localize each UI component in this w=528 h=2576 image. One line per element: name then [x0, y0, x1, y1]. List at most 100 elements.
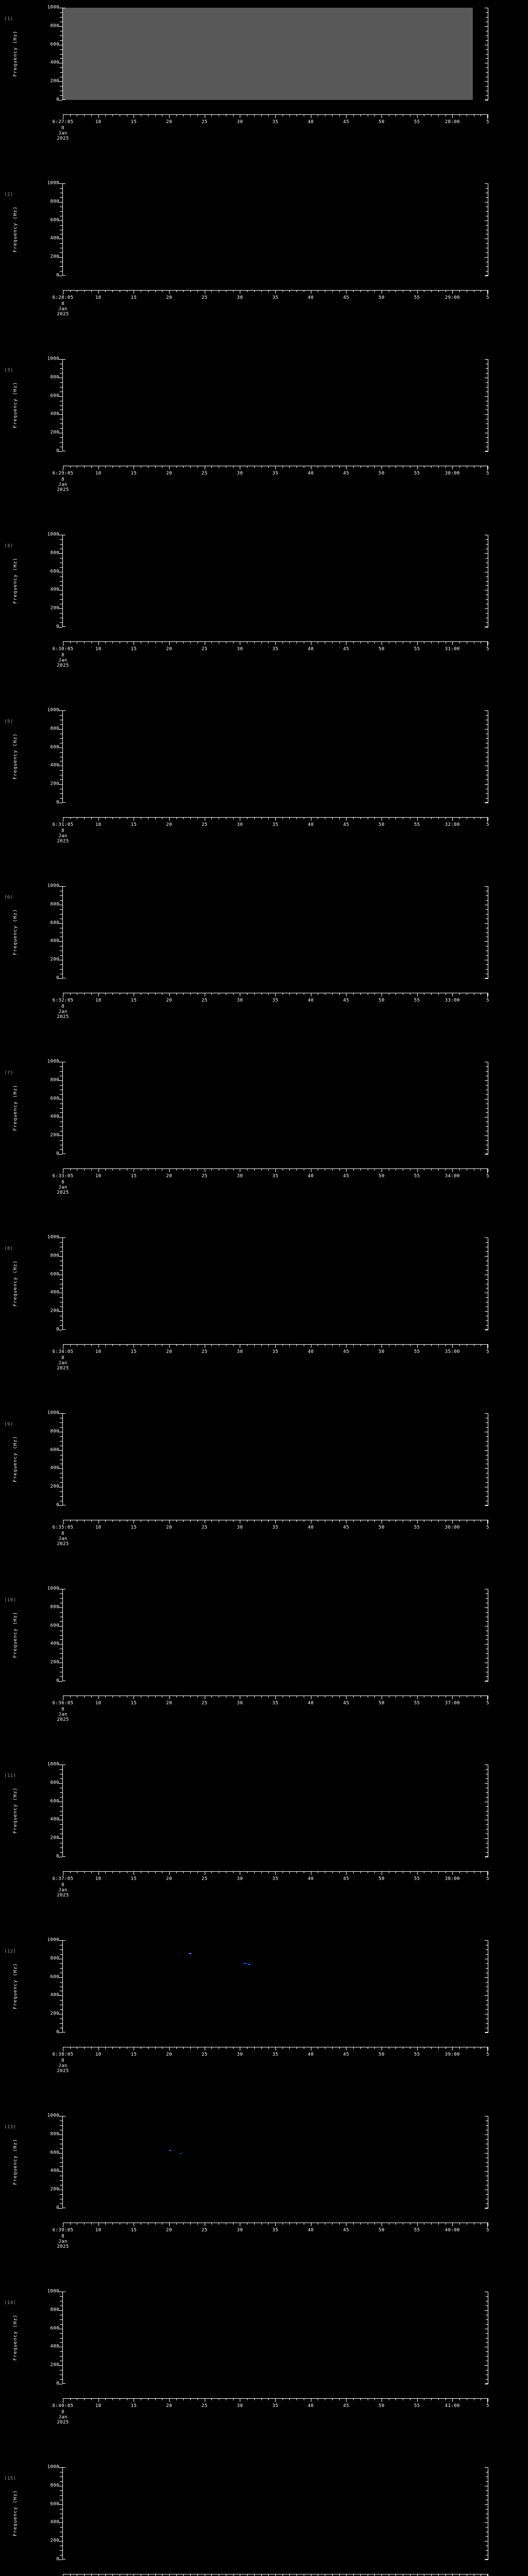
x-tick: [176, 1696, 177, 1698]
x-tick: [296, 2398, 298, 2400]
x-tick-label: 50: [378, 1349, 385, 1354]
x-tick: [112, 1168, 113, 1171]
y-tick-label: 200: [50, 254, 59, 260]
y-tick: [486, 271, 488, 272]
y-tick: [60, 12, 62, 13]
x-tick: [211, 2223, 212, 2225]
x-tick: [105, 2047, 106, 2049]
x-tick-label: 6:27:05: [52, 120, 74, 125]
plot-area[interactable]: [63, 1413, 488, 1505]
x-tick: [112, 993, 113, 995]
y-tick-label: 400: [50, 762, 59, 768]
x-tick-label: 45: [343, 998, 350, 1003]
x-tick: [169, 2398, 170, 2402]
x-tick: [395, 2223, 397, 2225]
plot-area[interactable]: [63, 8, 488, 100]
y-tick: [486, 544, 488, 545]
y-tick-label: 400: [50, 1290, 59, 1295]
x-tick: [91, 2398, 92, 2400]
y-tick: [486, 16, 488, 18]
plot-area[interactable]: [63, 2116, 488, 2208]
y-tick: [60, 581, 62, 582]
x-tick: [296, 1168, 298, 1171]
y-tick-label: 200: [50, 1835, 59, 1841]
y-tick: [60, 423, 62, 425]
x-tick: [395, 641, 397, 643]
x-tick: [417, 1696, 418, 1699]
y-tick: [486, 1792, 488, 1793]
x-tick: [459, 466, 460, 468]
y-tick: [485, 728, 488, 730]
date-stack: 8 Jan 2025: [40, 1883, 86, 1898]
y-tick: [60, 271, 62, 272]
y-tick: [59, 1505, 62, 1506]
x-tick: [438, 1871, 439, 1873]
plot-area[interactable]: [63, 183, 488, 276]
plot-area[interactable]: [63, 1238, 488, 1330]
x-tick-label: 40: [307, 647, 314, 652]
date-line: Jan: [58, 2239, 68, 2244]
x-tick: [261, 1520, 262, 1522]
y-tick-label: 0: [56, 2556, 59, 2562]
x-tick: [84, 2574, 85, 2576]
x-tick-label: 32:00: [444, 822, 460, 827]
y-tick: [60, 1140, 62, 1141]
y-tick: [486, 1126, 488, 1127]
x-tick-labels: 6:33:05 10 15 20 25 30 35 40 45 50 55 34:00 5: [0, 1174, 528, 1180]
y-tick: [486, 969, 488, 970]
y-tick: [485, 608, 488, 609]
x-tick: [261, 1871, 262, 1873]
y-tick: [486, 2180, 488, 2181]
x-tick: [360, 2047, 361, 2049]
x-tick: [254, 641, 255, 643]
x-tick: [247, 1344, 248, 1346]
x-tick: [169, 1168, 170, 1172]
date-stack: 8 Jan 2025: [40, 126, 86, 141]
plot-area[interactable]: [63, 710, 488, 803]
x-tick: [176, 641, 177, 643]
x-tick: [98, 1168, 99, 1172]
plot-area[interactable]: [63, 535, 488, 627]
x-tick-label: 38:00: [444, 1876, 460, 1882]
y-tick: [60, 1251, 62, 1252]
plot-area[interactable]: [63, 1062, 488, 1154]
time-axis: [63, 114, 488, 119]
y-tick: [60, 1792, 62, 1793]
plot-area[interactable]: [63, 1940, 488, 2032]
x-tick: [155, 1168, 156, 1171]
x-tick-label: 5: [486, 2403, 489, 2409]
x-tick: [98, 1871, 99, 1875]
y-tick-label: 400: [50, 60, 59, 65]
x-tick: [459, 2047, 460, 2049]
x-tick: [339, 1344, 340, 1346]
y-tick: [60, 86, 62, 87]
plot-area[interactable]: [63, 2467, 488, 2560]
plot-area[interactable]: [63, 886, 488, 978]
plot-area[interactable]: [63, 2292, 488, 2384]
x-tick: [84, 114, 85, 116]
x-tick-label: 45: [343, 2228, 350, 2233]
y-tick: [60, 964, 62, 965]
y-tick: [59, 26, 62, 27]
x-tick-label: 20: [166, 471, 172, 476]
y-tick: [60, 243, 62, 244]
plot-area[interactable]: [63, 1765, 488, 1857]
y-tick: [485, 1940, 488, 1941]
y-axis-title: Frequency (Hz): [13, 2490, 18, 2536]
x-tick-label: 41:00: [444, 2403, 460, 2409]
x-tick: [374, 2574, 375, 2576]
plot-area[interactable]: [63, 359, 488, 451]
y-tick: [485, 1644, 488, 1645]
x-tick: [211, 641, 212, 643]
x-tick: [190, 1520, 191, 1522]
x-tick: [233, 290, 234, 292]
x-tick: [452, 466, 453, 469]
x-tick: [247, 290, 248, 292]
plot-area[interactable]: [63, 1589, 488, 1681]
x-tick: [360, 1168, 361, 1171]
y-tick: [486, 243, 488, 244]
x-tick: [176, 2047, 177, 2049]
y-tick: [486, 1963, 488, 1964]
y-tick: [485, 1468, 488, 1469]
x-tick: [452, 1520, 453, 1523]
